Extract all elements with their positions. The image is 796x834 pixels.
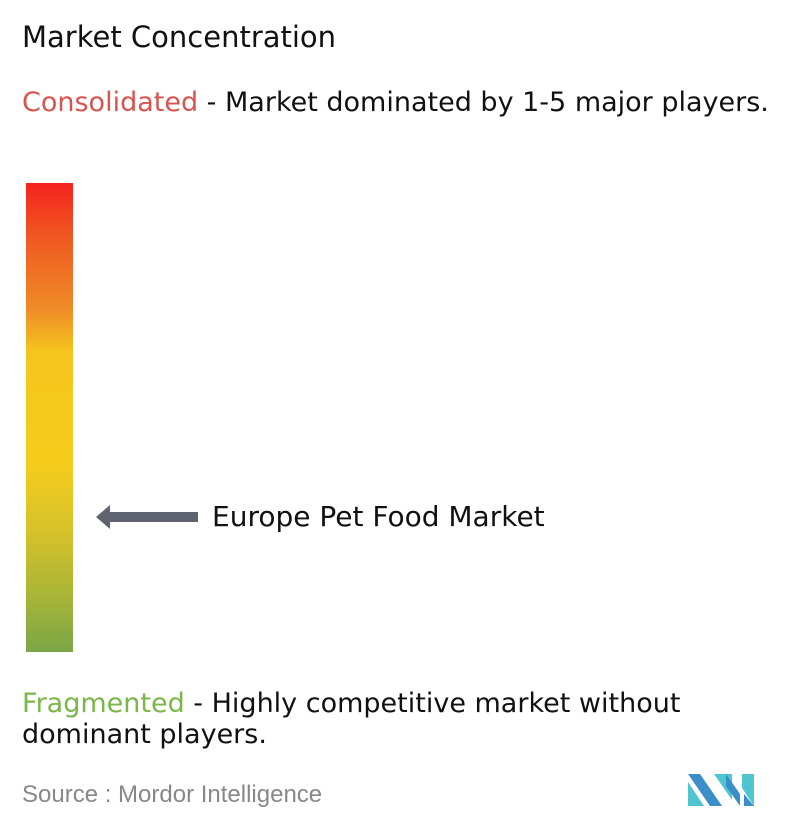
- consolidated-legend: Consolidated - Market dominated by 1-5 m…: [22, 87, 792, 118]
- fragmented-label: Fragmented: [22, 688, 185, 719]
- arrow-left-icon: [96, 505, 198, 529]
- page-title: Market Concentration: [22, 20, 337, 54]
- consolidated-description: - Market dominated by 1-5 major players.: [198, 87, 769, 118]
- mordor-intelligence-logo: [688, 774, 754, 806]
- consolidated-label: Consolidated: [22, 87, 199, 118]
- concentration-gradient-bar: [26, 183, 73, 652]
- market-label: Europe Pet Food Market: [212, 500, 545, 533]
- fragmented-legend: Fragmented - Highly competitive market w…: [22, 688, 792, 750]
- source-text: Source : Mordor Intelligence: [22, 781, 323, 808]
- fragmented-description: - Highly competitive market without domi…: [22, 688, 681, 750]
